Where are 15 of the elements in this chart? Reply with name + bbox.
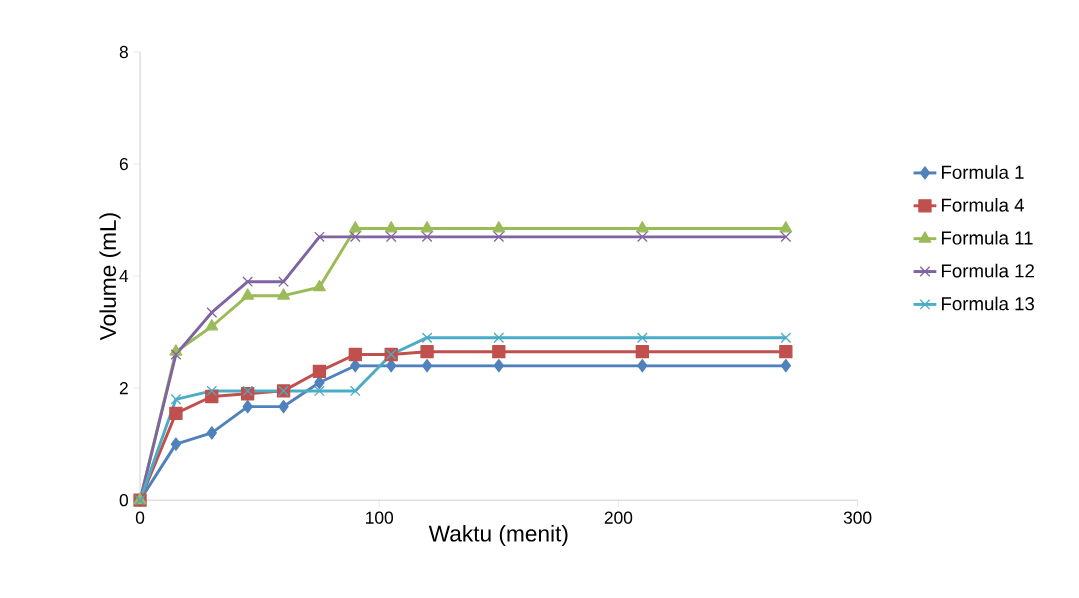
x-tick-label: 300 bbox=[843, 511, 872, 524]
x-tick-label: 0 bbox=[135, 511, 145, 524]
y-tick-label: 2 bbox=[119, 381, 128, 395]
y-tick-label: 8 bbox=[119, 45, 128, 59]
legend-label: Formula 11 bbox=[942, 230, 1033, 245]
legend-label: Formula 12 bbox=[942, 263, 1034, 278]
x-tick-label: 200 bbox=[604, 511, 633, 524]
legend-label: Formula 4 bbox=[942, 197, 1024, 212]
y-tick-label: 0 bbox=[119, 493, 128, 507]
x-axis-title: Waktu (menit) bbox=[428, 524, 568, 546]
y-tick-label: 4 bbox=[119, 270, 129, 282]
x-tick-label: 100 bbox=[366, 511, 394, 524]
legend-label: Formula 1 bbox=[942, 165, 1024, 179]
y-tick-label: 6 bbox=[119, 157, 128, 171]
legend-label: Formula 13 bbox=[942, 296, 1035, 311]
